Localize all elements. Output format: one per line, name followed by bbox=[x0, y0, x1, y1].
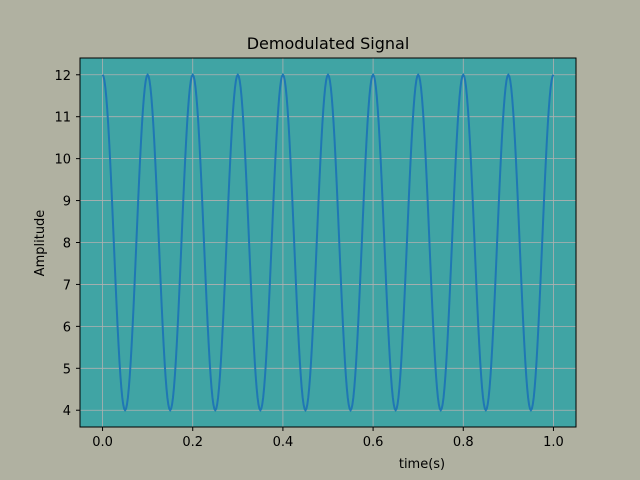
x-tick-label: 1.0 bbox=[543, 435, 564, 450]
chart-title: Demodulated Signal bbox=[247, 34, 410, 53]
x-tick-label: 0.4 bbox=[273, 435, 294, 450]
y-tick-label: 4 bbox=[63, 404, 71, 419]
series-line bbox=[101, 72, 555, 413]
ticks: 0.0 0.2 0.4 0.6 0.8 1.0 4 5 6 7 8 9 10 11 12 bbox=[54, 69, 563, 450]
y-tick-label: 11 bbox=[54, 111, 71, 126]
x-tick-label: 0.2 bbox=[182, 435, 203, 450]
y-tick-label: 10 bbox=[54, 153, 71, 168]
y-tick-label: 5 bbox=[63, 362, 71, 377]
y-axis-label: Amplitude bbox=[33, 210, 48, 277]
y-tick-label: 7 bbox=[63, 278, 71, 293]
x-tick-label: 0.0 bbox=[92, 435, 113, 450]
y-tick-label: 6 bbox=[63, 320, 71, 335]
x-tick-label: 0.6 bbox=[363, 435, 384, 450]
y-tick-label: 8 bbox=[63, 237, 71, 252]
x-axis-label: time(s) bbox=[399, 457, 445, 472]
y-tick-label: 9 bbox=[63, 195, 71, 210]
x-tick-label: 0.8 bbox=[453, 435, 474, 450]
y-tick-label: 12 bbox=[54, 69, 71, 84]
